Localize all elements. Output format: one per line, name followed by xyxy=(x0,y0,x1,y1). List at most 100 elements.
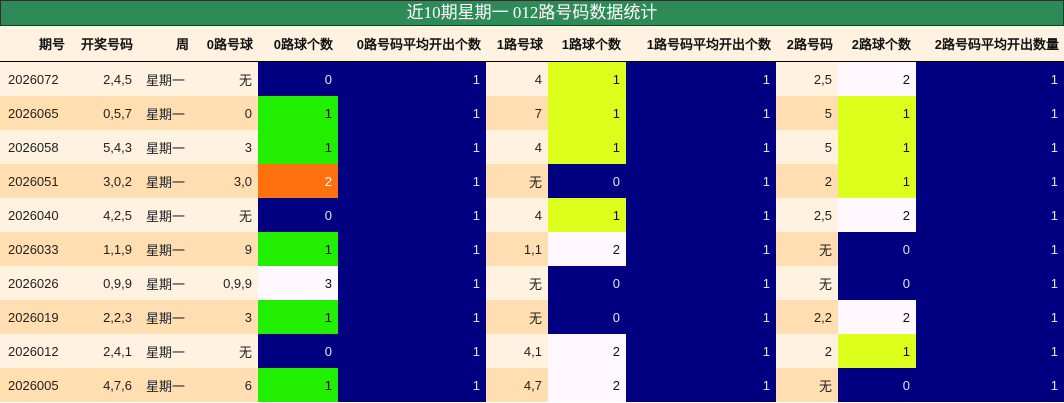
cell-draw-numbers: 4,7,6 xyxy=(70,368,138,402)
cell-weekday: 星期一 xyxy=(138,96,194,130)
cell-road0-balls: 无 xyxy=(194,198,258,232)
cell-road1-count: 2 xyxy=(548,232,626,266)
cell-road2-balls: 无 xyxy=(776,368,838,402)
cell-issue: 2026012 xyxy=(0,334,70,368)
cell-issue: 2026033 xyxy=(0,232,70,266)
cell-road1-average: 1 xyxy=(626,300,776,334)
cell-road1-balls: 7 xyxy=(486,96,548,130)
cell-road0-average: 1 xyxy=(338,130,486,164)
cell-road2-count: 2 xyxy=(838,300,916,334)
cell-road0-balls: 6 xyxy=(194,368,258,402)
table-row: 2026012 2,4,1 星期一无 0 1 4,1 2 1 2 1 1 xyxy=(0,334,1064,368)
cell-road2-count: 1 xyxy=(838,334,916,368)
cell-road1-count: 1 xyxy=(548,96,626,130)
cell-road2-average: 1 xyxy=(916,96,1064,130)
cell-road1-count: 2 xyxy=(548,368,626,402)
header-road0-balls: 0路号球 xyxy=(194,26,258,62)
cell-road1-count: 0 xyxy=(548,164,626,198)
cell-issue: 2026051 xyxy=(0,164,70,198)
cell-weekday: 星期一 xyxy=(138,368,194,402)
table-row: 2026058 5,4,3 星期一 3 1 1 4 1 1 5 1 1 xyxy=(0,130,1064,164)
cell-road0-balls: 无 xyxy=(194,61,258,96)
cell-road2-count: 1 xyxy=(838,164,916,198)
header-row: 期号 开奖号码周 0路号球 0路球个数 0路号码平均开出个数 1路号球 1路球个数 1路号码平… xyxy=(0,26,1064,62)
cell-road2-count: 0 xyxy=(838,368,916,402)
cell-road2-count: 1 xyxy=(838,96,916,130)
cell-road1-count: 0 xyxy=(548,266,626,300)
cell-road2-count: 0 xyxy=(838,266,916,300)
cell-road1-average: 1 xyxy=(626,96,776,130)
cell-road1-balls: 4 xyxy=(486,130,548,164)
cell-road0-average: 1 xyxy=(338,232,486,266)
cell-road2-average: 1 xyxy=(916,61,1064,96)
header-road0-average: 0路号码平均开出个数 xyxy=(338,26,486,62)
cell-road0-count: 0 xyxy=(258,198,338,232)
cell-draw-numbers: 0,9,9 xyxy=(70,266,138,300)
cell-issue: 2026005 xyxy=(0,368,70,402)
table-title: 近10期星期一 012路号码数据统计 xyxy=(0,0,1064,26)
cell-road1-average: 1 xyxy=(626,164,776,198)
header-road1-count: 1路球个数 xyxy=(548,26,626,62)
table-row: 2026051 3,0,2 星期一 3,0 2 1 无 0 1 2 1 1 xyxy=(0,164,1064,198)
cell-draw-numbers: 2,2,3 xyxy=(70,300,138,334)
cell-road2-balls: 无 xyxy=(776,266,838,300)
cell-road2-count: 2 xyxy=(838,198,916,232)
cell-road1-balls: 4 xyxy=(486,198,548,232)
cell-road2-average: 1 xyxy=(916,232,1064,266)
cell-road2-count: 2 xyxy=(838,61,916,96)
cell-draw-numbers: 2,4,1 xyxy=(70,334,138,368)
header-issue: 期号 xyxy=(0,26,70,62)
cell-draw-numbers: 0,5,7 xyxy=(70,96,138,130)
cell-road1-average: 1 xyxy=(626,232,776,266)
cell-road2-count: 1 xyxy=(838,130,916,164)
cell-draw-numbers: 5,4,3 xyxy=(70,130,138,164)
cell-road0-count: 0 xyxy=(258,334,338,368)
cell-road1-balls: 4 xyxy=(486,61,548,96)
cell-road0-count: 1 xyxy=(258,232,338,266)
cell-road1-count: 2 xyxy=(548,334,626,368)
header-road1-average: 1路号码平均开出个数 xyxy=(626,26,776,62)
cell-weekday: 星期一 xyxy=(138,334,194,368)
cell-road0-balls: 0 xyxy=(194,96,258,130)
cell-road0-balls: 3 xyxy=(194,300,258,334)
cell-weekday: 星期一 xyxy=(138,164,194,198)
cell-road2-count: 0 xyxy=(838,232,916,266)
cell-road1-balls: 无 xyxy=(486,266,548,300)
header-road2-balls: 2路号码 xyxy=(776,26,838,62)
cell-road0-count: 3 xyxy=(258,266,338,300)
cell-road0-average: 1 xyxy=(338,198,486,232)
cell-issue: 2026026 xyxy=(0,266,70,300)
cell-road0-count: 1 xyxy=(258,96,338,130)
cell-road2-average: 1 xyxy=(916,300,1064,334)
header-road2-count: 2路球个数 xyxy=(838,26,916,62)
cell-road0-average: 1 xyxy=(338,334,486,368)
cell-road0-average: 1 xyxy=(338,164,486,198)
cell-road1-average: 1 xyxy=(626,198,776,232)
cell-weekday: 星期一 xyxy=(138,232,194,266)
cell-road1-balls: 无 xyxy=(486,164,548,198)
header-draw-numbers: 开奖号码 xyxy=(70,26,138,62)
cell-road0-balls: 3,0 xyxy=(194,164,258,198)
cell-road2-average: 1 xyxy=(916,198,1064,232)
cell-road1-balls: 无 xyxy=(486,300,548,334)
table-row: 2026040 4,2,5 星期一无 0 1 4 1 1 2,5 2 1 xyxy=(0,198,1064,232)
cell-draw-numbers: 3,0,2 xyxy=(70,164,138,198)
stats-table: 期号 开奖号码周 0路号球 0路球个数 0路号码平均开出个数 1路号球 1路球个数 1路号码平… xyxy=(0,26,1064,402)
cell-road0-balls: 无 xyxy=(194,334,258,368)
header-road0-count: 0路球个数 xyxy=(258,26,338,62)
cell-road0-average: 1 xyxy=(338,368,486,402)
cell-weekday: 星期一 xyxy=(138,198,194,232)
cell-road0-count: 0 xyxy=(258,61,338,96)
cell-road2-balls: 5 xyxy=(776,96,838,130)
cell-road1-balls: 4,1 xyxy=(486,334,548,368)
cell-road0-balls: 3 xyxy=(194,130,258,164)
cell-road1-average: 1 xyxy=(626,368,776,402)
cell-weekday: 星期一 xyxy=(138,61,194,96)
cell-draw-numbers: 1,1,9 xyxy=(70,232,138,266)
cell-road2-average: 1 xyxy=(916,164,1064,198)
cell-road2-average: 1 xyxy=(916,130,1064,164)
cell-road0-average: 1 xyxy=(338,96,486,130)
cell-road1-count: 1 xyxy=(548,130,626,164)
cell-road2-balls: 2,5 xyxy=(776,61,838,96)
cell-road2-balls: 5 xyxy=(776,130,838,164)
